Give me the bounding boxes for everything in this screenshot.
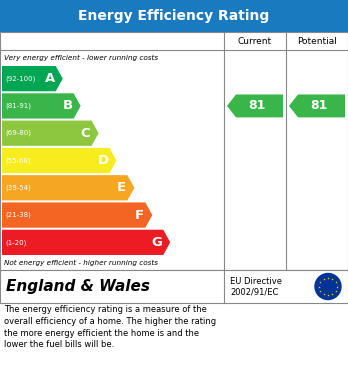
Bar xyxy=(0,0,348,32)
Text: (81-91): (81-91) xyxy=(5,103,31,109)
Polygon shape xyxy=(2,93,81,118)
Polygon shape xyxy=(2,203,152,228)
Text: (1-20): (1-20) xyxy=(5,239,26,246)
Bar xyxy=(0,270,348,303)
Circle shape xyxy=(315,273,341,300)
Text: A: A xyxy=(45,72,55,85)
Text: The energy efficiency rating is a measure of the
overall efficiency of a home. T: The energy efficiency rating is a measur… xyxy=(4,305,216,350)
Text: Potential: Potential xyxy=(297,36,337,45)
Text: D: D xyxy=(98,154,109,167)
Text: (55-68): (55-68) xyxy=(5,157,31,164)
Bar xyxy=(0,32,348,270)
Text: Very energy efficient - lower running costs: Very energy efficient - lower running co… xyxy=(4,54,158,61)
Polygon shape xyxy=(2,230,170,255)
Text: E: E xyxy=(117,181,126,194)
Text: England & Wales: England & Wales xyxy=(6,279,150,294)
Polygon shape xyxy=(289,95,345,117)
Text: Current: Current xyxy=(238,36,272,45)
Text: C: C xyxy=(81,127,90,140)
Polygon shape xyxy=(2,66,63,91)
Polygon shape xyxy=(227,95,283,117)
Text: 2002/91/EC: 2002/91/EC xyxy=(230,288,278,297)
Text: G: G xyxy=(152,236,163,249)
Text: 81: 81 xyxy=(248,99,266,113)
Text: (69-80): (69-80) xyxy=(5,130,31,136)
Text: EU Directive: EU Directive xyxy=(230,277,282,286)
Text: F: F xyxy=(135,208,144,222)
Text: (92-100): (92-100) xyxy=(5,75,35,82)
Polygon shape xyxy=(2,148,117,173)
Text: Energy Efficiency Rating: Energy Efficiency Rating xyxy=(78,9,270,23)
Text: Not energy efficient - higher running costs: Not energy efficient - higher running co… xyxy=(4,260,158,266)
Text: B: B xyxy=(63,99,73,113)
Text: (21-38): (21-38) xyxy=(5,212,31,218)
Polygon shape xyxy=(2,175,134,201)
Polygon shape xyxy=(2,120,98,146)
Text: (39-54): (39-54) xyxy=(5,185,31,191)
Text: 81: 81 xyxy=(310,99,328,113)
